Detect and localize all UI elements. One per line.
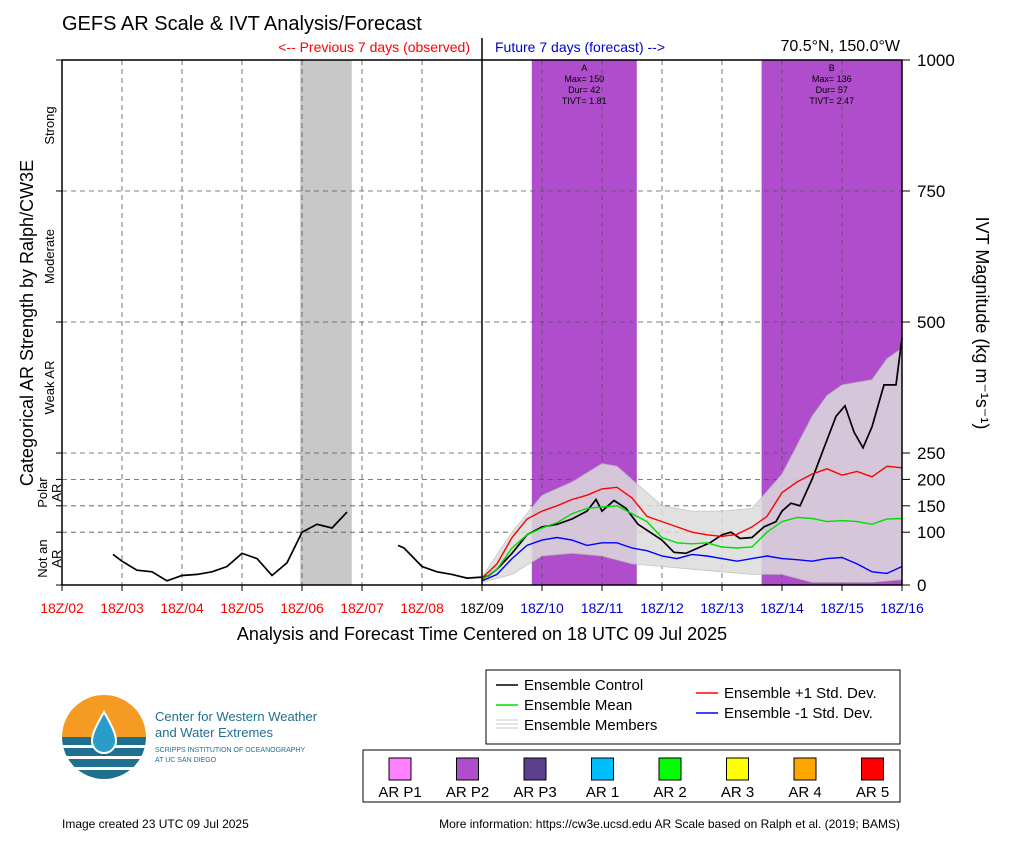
legend-members-label: Ensemble Members	[524, 717, 657, 734]
footer-info: More information: https://cw3e.ucsd.edu …	[439, 817, 900, 831]
cw3e-logo	[62, 695, 146, 779]
x-tick-label: 18Z/08	[400, 600, 444, 616]
ar-swatch-label: AR 4	[788, 784, 821, 801]
previous-period-label: <-- Previous 7 days (observed)	[278, 39, 470, 55]
event-a-label: TIVT= 1.81	[562, 96, 607, 106]
ensemble-1-std-dev-line	[481, 465, 903, 579]
ar-swatch-label: AR 5	[856, 784, 889, 801]
ar-swatch-ar-3	[726, 757, 749, 781]
y-tick-label: 100	[917, 523, 945, 542]
x-tick-label: 18Z/09	[460, 600, 504, 616]
ar-swatch-ar-2	[658, 757, 682, 781]
event-b-label: Dur= 57	[816, 85, 848, 95]
footer-created: Image created 23 UTC 09 Jul 2025	[62, 817, 249, 831]
legend-box	[485, 669, 901, 745]
event-b-label: B	[829, 63, 835, 73]
logo-line-1: Center for Western Weather	[155, 709, 318, 724]
legend-plus-std-label: Ensemble +1 Std. Dev.	[724, 685, 877, 702]
logo-line-4: AT UC SAN DIEGO	[155, 757, 217, 764]
event-a-label: A	[581, 63, 587, 73]
ar-swatch-label: AR 1	[586, 784, 619, 801]
x-tick-label: 18Z/14	[760, 600, 804, 616]
ar-swatch-ar-p3	[523, 757, 547, 781]
legend-members: Ensemble Members	[496, 717, 657, 734]
event-a-label: Max= 150	[564, 74, 604, 84]
ensemble-members-envelope	[481, 347, 903, 583]
ar-swatch-label: AR P3	[513, 784, 556, 801]
event-b-label: Max= 136	[812, 74, 852, 84]
legend-control: Ensemble Control	[496, 677, 643, 694]
y-tick-label: 500	[917, 313, 945, 332]
ar-swatch-label: AR P1	[378, 784, 421, 801]
x-tick-label: 18Z/03	[100, 600, 144, 616]
x-tick-label: 18Z/12	[640, 600, 684, 616]
logo-line-3: SCRIPPS INSTITUTION OF OCEANOGRAPHY	[155, 747, 305, 754]
x-tick-label: 18Z/10	[520, 600, 564, 616]
legend-mean-label: Ensemble Mean	[524, 697, 632, 714]
x-axis-label: Analysis and Forecast Time Centered on 1…	[237, 624, 727, 644]
x-tick-label: 18Z/05	[220, 600, 264, 616]
left-axis-label: Categorical AR Strength by Ralph/CW3E	[17, 160, 37, 486]
y-tick-label: 150	[917, 497, 945, 516]
ar-swatch-ar-5	[861, 757, 884, 781]
right-axis-label: IVT Magnitude (kg m⁻¹s⁻¹)	[972, 217, 992, 430]
x-tick-label: 18Z/16	[880, 600, 924, 616]
x-tick-label: 18Z/15	[820, 600, 864, 616]
legend-mean: Ensemble Mean	[496, 697, 632, 714]
legend-control-label: Ensemble Control	[524, 677, 643, 694]
y-tick-label: 250	[917, 444, 945, 463]
observed-gray-band	[300, 60, 352, 585]
y-tick-label: 200	[917, 470, 945, 489]
x-tick-label: 18Z/02	[40, 600, 84, 616]
category-label: Weak AR	[42, 361, 57, 415]
x-tick-label: 18Z/06	[280, 600, 324, 616]
event-b-label: TIVT= 2.47	[809, 96, 854, 106]
ensemble-control-line	[112, 511, 348, 582]
category-label: Strong	[42, 106, 57, 144]
ensemble-1-std-dev-line	[481, 536, 903, 582]
logo-drop-icon	[90, 709, 118, 754]
ar-swatch-label: AR 3	[721, 784, 754, 801]
category-label: Not an	[35, 539, 50, 577]
future-period-label: Future 7 days (forecast) -->	[495, 39, 665, 55]
ar-swatch-ar-4	[793, 757, 817, 781]
x-tick-label: 18Z/11	[581, 600, 624, 616]
category-label: AR	[49, 550, 64, 568]
x-tick-label: 18Z/04	[160, 600, 204, 616]
legend-minus-std: Ensemble -1 Std. Dev.	[696, 705, 873, 722]
ar-swatch-label: AR P2	[446, 784, 489, 801]
legend-plus-std: Ensemble +1 Std. Dev.	[696, 685, 877, 702]
ar-swatch-ar-p2	[456, 757, 479, 781]
x-tick-label: 18Z/13	[700, 600, 744, 616]
event-a-label: Dur= 42	[568, 85, 600, 95]
y-tick-label: 750	[917, 182, 945, 201]
x-tick-label: 18Z/07	[340, 600, 384, 616]
ensemble-mean-line	[481, 505, 903, 581]
category-label: AR	[49, 484, 64, 502]
ar-swatch-label: AR 2	[653, 784, 686, 801]
legend-minus-std-label: Ensemble -1 Std. Dev.	[724, 705, 873, 722]
category-label: Polar	[35, 477, 50, 508]
y-tick-label: 1000	[917, 51, 955, 70]
logo-line-2: and Water Extremes	[155, 725, 274, 740]
location-label: 70.5°N, 150.0°W	[780, 38, 900, 55]
ar-swatch-ar-1	[591, 757, 614, 781]
y-tick-label: 0	[917, 576, 926, 595]
chart-title: GEFS AR Scale & IVT Analysis/Forecast	[62, 13, 422, 35]
ar-swatch-ar-p1	[388, 757, 412, 781]
category-label: Moderate	[42, 229, 57, 284]
